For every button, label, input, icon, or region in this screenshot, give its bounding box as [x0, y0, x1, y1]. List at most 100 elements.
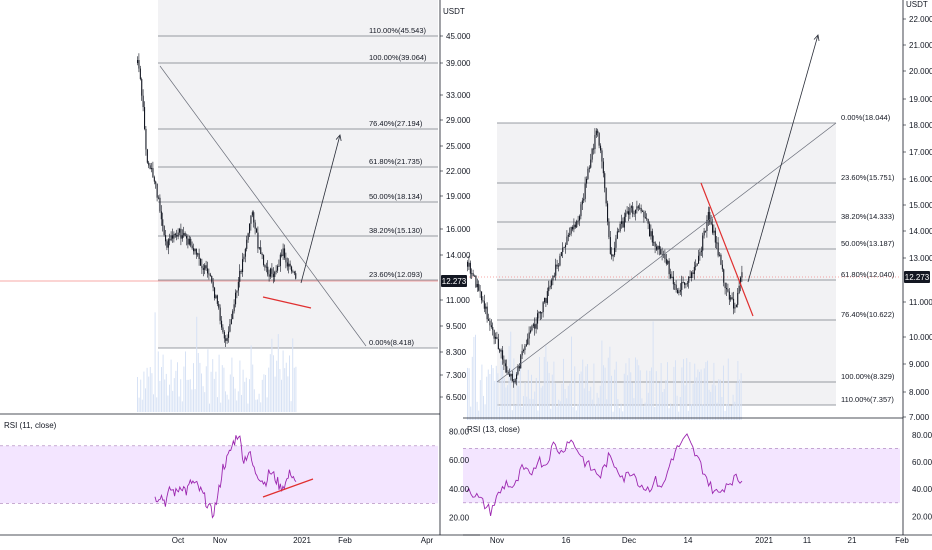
left-fib-level-label: 110.00%(45.543) — [369, 26, 426, 35]
right-candle-body — [551, 280, 553, 286]
right-volume-bar — [657, 403, 659, 420]
left-candle-body — [200, 258, 202, 266]
right-fib-level-label: 76.40%(10.622) — [841, 310, 895, 319]
right-volume-bar — [625, 363, 627, 420]
left-volume-bar — [145, 388, 146, 412]
left-volume-bar — [159, 380, 161, 412]
left-time-tick-label: Nov — [213, 536, 227, 545]
right-candle-body — [635, 209, 637, 214]
right-candle-body — [660, 249, 662, 254]
left-fib-level-label: 23.60%(12.093) — [369, 270, 423, 279]
left-volume-bar — [244, 381, 246, 412]
left-volume-bar — [233, 376, 234, 412]
right-candle-body — [712, 224, 714, 233]
right-candle-body — [713, 230, 715, 233]
right-volume-bar — [599, 385, 601, 420]
right-volume-bar — [659, 382, 660, 420]
left-candle-body — [257, 232, 259, 249]
right-candle-body — [485, 306, 487, 309]
right-candle-body — [594, 135, 596, 150]
left-candle-body — [177, 232, 179, 237]
right-volume-bar — [628, 358, 630, 420]
right-candle-body — [538, 311, 540, 314]
right-volume-bar — [726, 404, 728, 420]
left-volume-bar — [151, 373, 153, 412]
left-candle-body — [155, 181, 157, 184]
left-candle-body — [166, 241, 168, 248]
left-candle-body — [212, 281, 214, 288]
left-volume-bar — [181, 401, 183, 412]
right-volume-bar — [713, 362, 715, 420]
right-volume-bar — [708, 389, 710, 420]
left-volume-bar — [239, 360, 241, 412]
right-candle-body — [535, 323, 537, 329]
right-candle-body — [664, 254, 666, 259]
left-volume-bar — [257, 399, 258, 412]
right-volume-bar — [655, 371, 657, 420]
right-candle-body — [640, 207, 642, 212]
left-fib-level-label: 0.00%(8.418) — [369, 338, 415, 347]
left-volume-bar — [193, 363, 194, 412]
left-volume-bar — [204, 392, 206, 412]
right-candle-body — [625, 213, 627, 217]
right-candle-body — [549, 285, 551, 288]
rsi-layer: RSI (11, close) RSI (13, close) — [0, 421, 900, 519]
left-volume-bar — [173, 378, 175, 412]
right-volume-bar — [627, 375, 628, 420]
left-rsi-tick-label: 40.00 — [449, 485, 470, 494]
right-volume-bar — [734, 401, 736, 420]
right-volume-bar — [737, 360, 739, 420]
right-volume-bar — [614, 369, 616, 420]
right-price-tick-label: 7.000 — [909, 413, 930, 422]
left-candle-body — [146, 149, 148, 163]
right-price-tick-label: 18.000 — [909, 121, 932, 130]
right-candle-body — [604, 173, 606, 189]
right-candle-body — [653, 242, 655, 244]
right-candle-body — [665, 258, 667, 264]
right-rsi-tick-label: 20.00 — [912, 512, 932, 521]
left-candle-body — [235, 292, 237, 305]
right-candle-body — [658, 245, 660, 250]
right-volume-bar — [499, 406, 500, 420]
left-candle-body — [218, 303, 220, 308]
left-candle-body — [214, 287, 216, 299]
right-volume-bar — [718, 379, 720, 420]
right-candle-body — [556, 264, 558, 267]
right-volume-bar — [663, 388, 665, 420]
right-volume-bar — [563, 358, 564, 420]
right-candle-body — [542, 302, 544, 313]
left-candle-body — [197, 253, 199, 255]
left-candle-body — [275, 270, 277, 273]
left-currency-label: USDT — [443, 7, 465, 16]
right-candle-body — [615, 238, 617, 248]
left-candle-body — [277, 266, 279, 271]
left-candle-body — [195, 248, 197, 255]
right-candle-body — [595, 130, 597, 136]
left-volume-bar — [279, 369, 281, 412]
left-volume-bar — [220, 402, 222, 412]
right-volume-bar — [715, 385, 716, 420]
right-volume-bar — [724, 410, 726, 420]
left-candle-body — [139, 68, 141, 80]
right-volume-bar — [577, 404, 579, 420]
right-volume-bar — [518, 386, 520, 420]
right-candle-body — [532, 324, 534, 327]
right-volume-bar — [559, 401, 561, 420]
left-candle-body — [282, 248, 284, 256]
right-volume-bar — [595, 404, 596, 420]
right-candle-body — [612, 255, 614, 257]
right-volume-bar — [686, 358, 688, 420]
right-volume-bar — [484, 404, 486, 420]
left-volume-bar — [284, 368, 286, 412]
right-price-tick-label: 20.000 — [909, 67, 932, 76]
right-volume-bar — [695, 377, 697, 420]
left-candle-body — [188, 238, 190, 245]
right-volume-bar — [697, 369, 699, 420]
left-candle-body — [293, 272, 295, 274]
left-candle-body — [222, 327, 224, 332]
right-volume-bar — [678, 411, 680, 420]
right-candle-body — [486, 306, 488, 320]
left-candle-body — [169, 239, 171, 241]
right-candle-body — [637, 206, 639, 208]
